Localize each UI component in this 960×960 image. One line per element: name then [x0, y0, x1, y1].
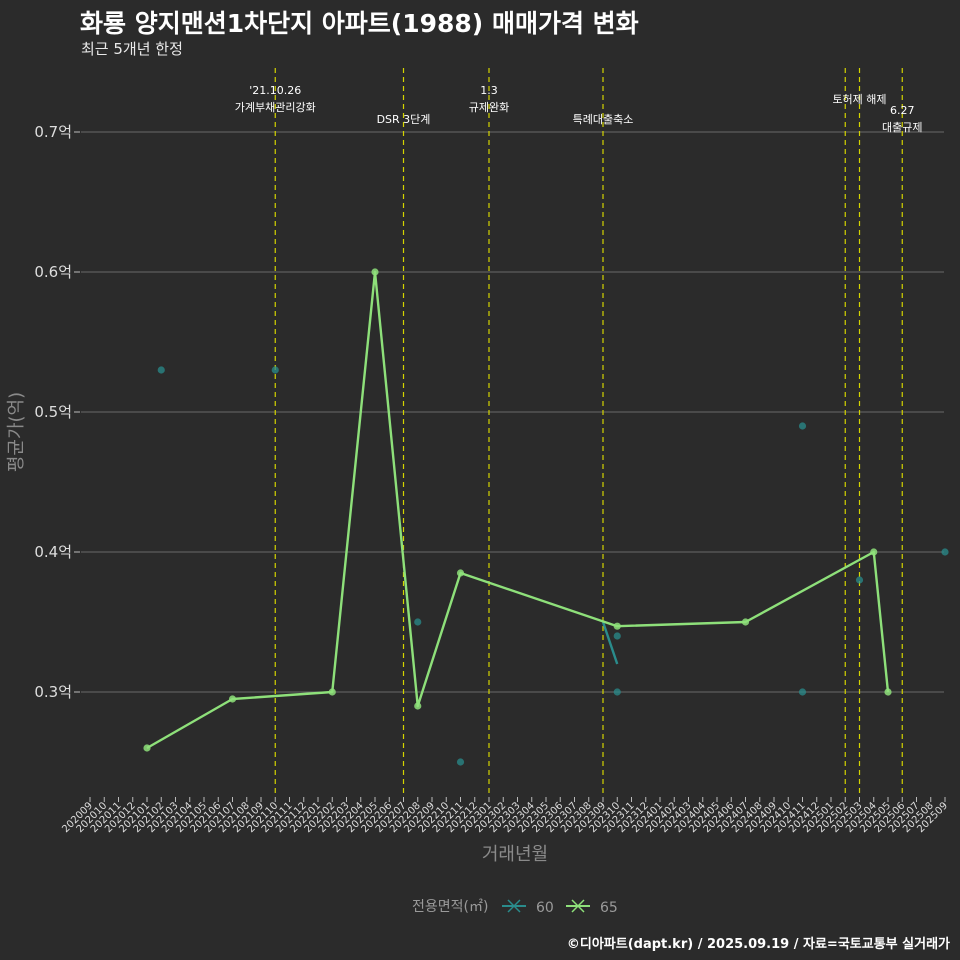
- data-point-60: [157, 366, 165, 374]
- event-label: DSR 3단계: [377, 113, 431, 126]
- data-point-65: [328, 688, 336, 696]
- source-caption: ©디아파트(dapt.kr) / 2025.09.19 / 자료=국토교통부 실…: [566, 937, 950, 952]
- event-label: '21.10.26: [249, 84, 301, 97]
- data-point-60: [613, 688, 621, 696]
- grid-lines: [81, 131, 944, 693]
- data-point-60: [613, 632, 621, 640]
- y-tick-label: 0.3억: [34, 683, 72, 701]
- series-layer: [143, 268, 949, 766]
- legend-label-65: 65: [600, 900, 618, 916]
- legend-marker-60: [507, 899, 521, 913]
- data-point-60: [414, 618, 422, 626]
- series-line-65: [146, 270, 890, 750]
- data-point-60: [941, 548, 949, 556]
- x-axis-ticks: 2020092020102020112020122021012021022021…: [60, 797, 950, 835]
- event-label: 1.3: [480, 84, 498, 97]
- data-point-65: [613, 622, 621, 630]
- data-point-60: [456, 758, 465, 766]
- y-tick-label: 0.5억: [34, 403, 72, 421]
- y-axis-ticks: 0.3억 0.4억 0.5억 0.6억 0.7억: [34, 123, 80, 701]
- data-point-65: [228, 695, 237, 703]
- y-tick-label: 0.7억: [34, 123, 72, 141]
- chart-title: 화룡 양지맨션1차단지 아파트(1988) 매매가격 변화: [80, 9, 639, 38]
- event-label: 대출규제: [882, 121, 922, 134]
- event-label: 6.27: [890, 104, 915, 117]
- data-point-60: [271, 366, 279, 374]
- event-label: 특례대출축소: [573, 113, 634, 126]
- data-point-65: [741, 618, 750, 626]
- data-point-65: [456, 569, 465, 577]
- legend-title: 전용면적(㎡): [412, 899, 488, 915]
- legend: 전용면적(㎡) 60 65: [412, 899, 618, 916]
- legend-marker-65: [571, 899, 585, 913]
- data-point-65: [414, 702, 422, 710]
- data-point-65: [870, 548, 878, 556]
- data-point-60: [798, 688, 807, 696]
- legend-label-60: 60: [536, 900, 554, 916]
- y-tick-label: 0.4억: [34, 543, 72, 561]
- data-point-65: [884, 688, 892, 696]
- series-line-60: [601, 621, 619, 665]
- y-axis-label: 평균가(억): [6, 392, 27, 472]
- data-point-60: [798, 422, 807, 430]
- event-label: 토허제 해제: [832, 92, 886, 106]
- event-label: 규제완화: [469, 101, 509, 114]
- data-point-60: [855, 576, 864, 584]
- chart-subtitle: 최근 5개년 한정: [81, 40, 183, 58]
- data-point-65: [371, 268, 379, 276]
- y-tick-label: 0.6억: [34, 263, 72, 281]
- x-axis-label: 거래년월: [482, 844, 548, 865]
- event-label: 가계부채관리강화: [235, 101, 316, 114]
- data-point-65: [143, 744, 151, 752]
